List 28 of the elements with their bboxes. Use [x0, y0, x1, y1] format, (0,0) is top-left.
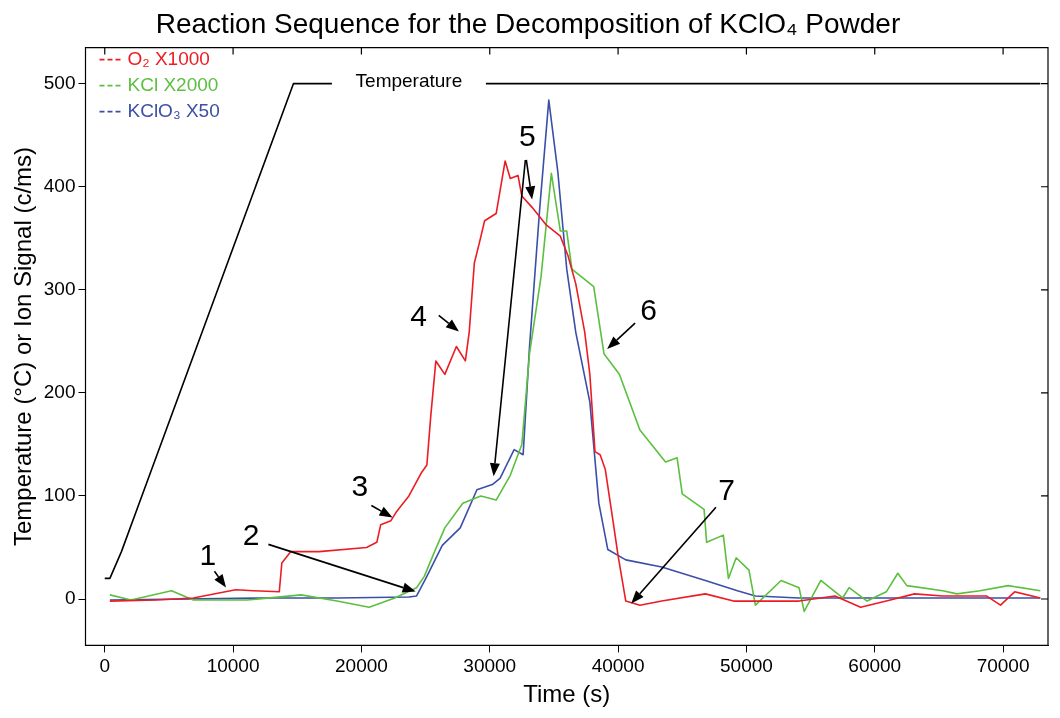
- x-tick-label: 50000: [719, 655, 773, 677]
- legend-label: KClO₃ X50: [127, 99, 220, 121]
- annotation: 3: [351, 468, 369, 502]
- annotation: 7: [718, 473, 735, 507]
- x-tick-label: 20000: [335, 655, 388, 677]
- x-tick-label: 60000: [848, 655, 902, 677]
- x-tick-label: 40000: [591, 655, 645, 677]
- x-tick-label: 10000: [206, 655, 260, 677]
- y-tick-label: 400: [43, 174, 76, 196]
- legend-label: KCl X2000: [127, 73, 219, 95]
- annotation: Temperature: [355, 69, 463, 91]
- annotation: 5: [518, 118, 536, 152]
- y-axis-title: Temperature (°C) or Ion Signal (c/ms): [9, 146, 37, 547]
- y-tick-label: 100: [43, 484, 76, 506]
- legend-label: O₂ X1000: [127, 47, 210, 69]
- annotation: 1: [199, 537, 217, 571]
- x-tick-label: 0: [99, 655, 111, 677]
- x-tick-label: 30000: [463, 655, 517, 677]
- y-tick-label: 300: [43, 278, 76, 300]
- x-axis-title: Time (s): [523, 680, 611, 708]
- annotation: 2: [242, 517, 260, 551]
- y-tick-label: 500: [43, 71, 76, 93]
- annotation: 6: [640, 293, 657, 327]
- y-tick-label: 0: [64, 587, 76, 609]
- x-tick-label: 70000: [976, 655, 1030, 677]
- y-tick-label: 200: [43, 381, 76, 403]
- chart-title: Reaction Sequence for the Decomposition of KClO₄ Powder: [155, 7, 901, 39]
- annotation: 4: [410, 299, 427, 333]
